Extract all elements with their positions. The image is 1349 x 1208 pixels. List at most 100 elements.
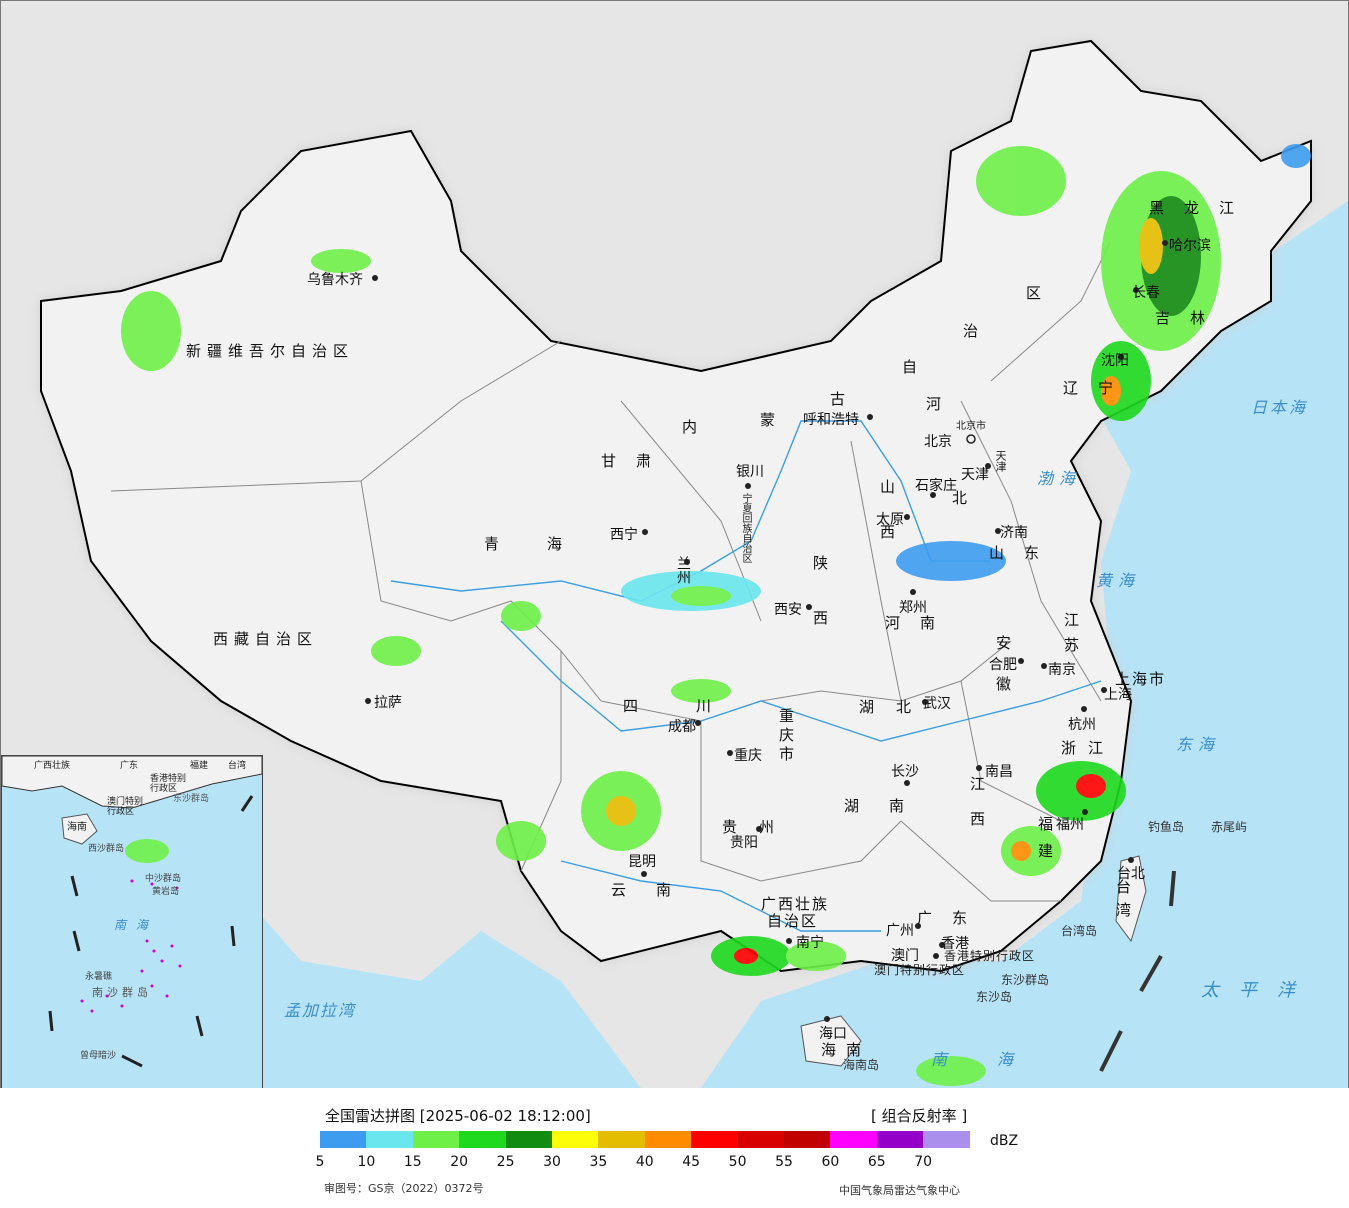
agency-credit: 中国气象局雷达气象中心 [839,1184,960,1197]
japan-sea-area [1161,301,1348,481]
city-guangzhou: 广州 [886,923,914,939]
island-diaoyu: 钓鱼岛 [1148,820,1185,834]
inset-dongsha: 东沙群岛 [173,794,210,804]
inset-xisha: 西沙群岛 [88,844,125,854]
boundary-dashes [1099,870,1176,1072]
label-hebei-2: 北 [952,489,974,507]
label-xinjiang: 新疆维吾尔自治区 [186,342,355,360]
city-changchun: 长春 [1132,285,1160,301]
inset-south-sea: 南海 [114,918,159,932]
scale-tick-label: 60 [821,1154,840,1170]
label-guangxi-1: 广西壮族 [761,895,830,913]
color-swatch [876,1131,924,1148]
city-kunming: 昆明 [628,854,656,870]
label-neimenggu-6: 区 [1026,284,1048,302]
label-neimenggu-5: 治 [963,322,985,340]
inset-hk2: 行政区 [150,784,178,794]
color-swatch [923,1131,971,1148]
city-zhengzhou: 郑州 [899,600,927,616]
radar-map: 新疆维吾尔自治区 西藏自治区 青海 甘肃 内 蒙 古 自 治 区 黑龙江 吉林 … [0,0,1349,1089]
city-hefei: 合肥 [989,657,1017,673]
city-haikou: 海口 [819,1026,847,1042]
east-sea-area [701,201,1348,1088]
city-shanghai: 上海 [1104,687,1132,703]
city-harbin: 哈尔滨 [1169,238,1211,254]
scale-tick-label: 65 [867,1154,886,1170]
city-urumqi: 乌鲁木齐 [307,272,363,288]
scale-tick-label: 45 [682,1154,701,1170]
label-hebei-1: 河 [926,395,948,413]
inset-dashes [48,795,254,1068]
island-dongsha: 东沙岛 [976,990,1013,1004]
hainan-island [800,1015,862,1067]
color-swatch [644,1131,692,1148]
city-taiyuan: 太原 [876,512,904,528]
scale-tick-label: 5 [315,1154,325,1170]
inset-guangdong: 广东 [120,761,139,771]
city-hongkong: 香港 [941,936,969,952]
label-zhejiang: 浙江 [1061,739,1116,757]
city-nanchang: 南昌 [985,764,1013,780]
city-chongqing: 重庆 [734,748,762,764]
inset-huangyan: 黄岩岛 [152,887,180,897]
city-xining: 西宁 [610,527,638,543]
inset-mainland [2,756,262,809]
label-hubei: 湖北 [859,698,934,716]
city-jinan: 济南 [1000,525,1028,541]
label-hainan: 海南 [821,1041,872,1059]
city-macau: 澳门 [891,948,919,964]
city-shijiazhuang: 石家庄 [915,478,957,494]
color-swatch [598,1131,646,1148]
label-anhui: 安徽 [994,635,1012,717]
label-gansu: 甘肃 [601,452,672,470]
inset-fujian: 福建 [190,761,209,771]
label-neimenggu-4: 自 [902,358,924,376]
inset-islands [80,879,182,1013]
label-qinghai: 青海 [484,535,611,553]
inset-hainan [61,813,98,845]
legend-unit: dBZ [990,1133,1019,1149]
inset-hainan: 海南 [67,822,87,833]
rivers [390,420,1102,932]
label-heilongjiang: 黑龙江 [1149,199,1255,217]
legend-panel: 全国雷达拼图 [2025-06-02 18:12:00] [ 组合反射率 ] d… [0,1088,1349,1208]
legend-product: [ 组合反射率 ] [871,1107,968,1125]
city-taipei: 台北 [1117,866,1145,882]
label-sichuan: 四川 [623,697,770,715]
city-guiyang: 贵阳 [730,835,758,851]
sea-pacific: 太平洋 [1201,980,1315,1001]
label-hunan: 湖南 [844,797,935,815]
label-neimenggu-1: 内 [682,418,704,436]
city-nanning: 南宁 [796,935,824,951]
city-wuhan: 武汉 [923,696,951,712]
label-macau-sar: 澳门特别行政区 [874,963,966,977]
label-tianjin-prov: 天津 [994,450,1007,472]
city-lanzhou: 兰州 [675,556,691,584]
city-tianjin: 天津 [961,467,989,483]
approval-number: 审图号：GS京（2022）0372号 [324,1182,484,1195]
scale-tick-label: 40 [635,1154,654,1170]
city-changsha: 长沙 [891,764,919,780]
city-lhasa: 拉萨 [374,695,402,711]
inset-zhongsha: 中沙群岛 [145,874,182,884]
color-swatch [737,1131,785,1148]
scale-tick-label: 35 [589,1154,608,1170]
radar-echoes [121,144,1311,1086]
color-swatch [505,1131,553,1148]
legend-title: 全国雷达拼图 [2025-06-02 18:12:00] [325,1107,591,1125]
inset-yongshu: 永暑礁 [85,972,113,982]
city-fuzhou: 福州 [1056,817,1084,833]
map-canvas [1,39,1348,1088]
inset-nansha: 南沙群岛 [92,986,152,999]
label-chongqing-prov: 重庆市 [777,708,795,765]
scale-tick-label: 30 [543,1154,561,1170]
island-hainan: 海南岛 [843,1058,880,1072]
scale-tick-label: 70 [914,1154,933,1170]
label-neimenggu-2: 蒙 [760,411,782,429]
label-jiangxi: 江西 [968,776,986,846]
inset-guangxi: 广西壮族 [34,761,71,771]
city-xian: 西安 [774,602,802,618]
label-jiangsu: 江苏 [1062,612,1080,662]
city-hohhot: 呼和浩特 [803,412,859,428]
label-yunnan: 云南 [611,881,702,899]
